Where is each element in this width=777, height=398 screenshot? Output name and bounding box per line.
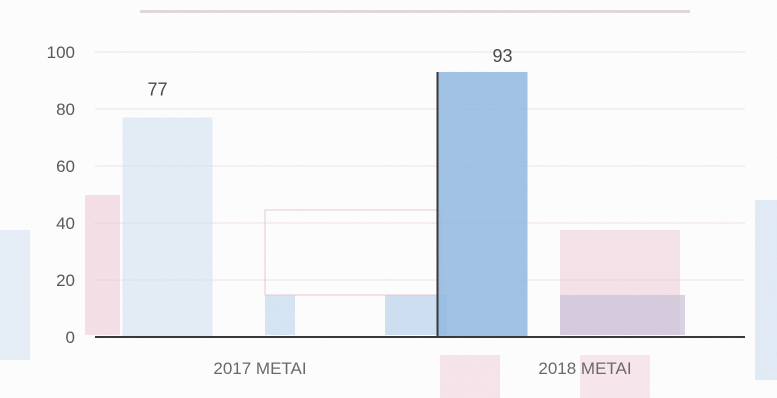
chart-container: 0 20 40 60 80 100 2017 METAI 2018 METAI 77 93	[0, 0, 777, 398]
grain-overlay	[0, 0, 777, 398]
